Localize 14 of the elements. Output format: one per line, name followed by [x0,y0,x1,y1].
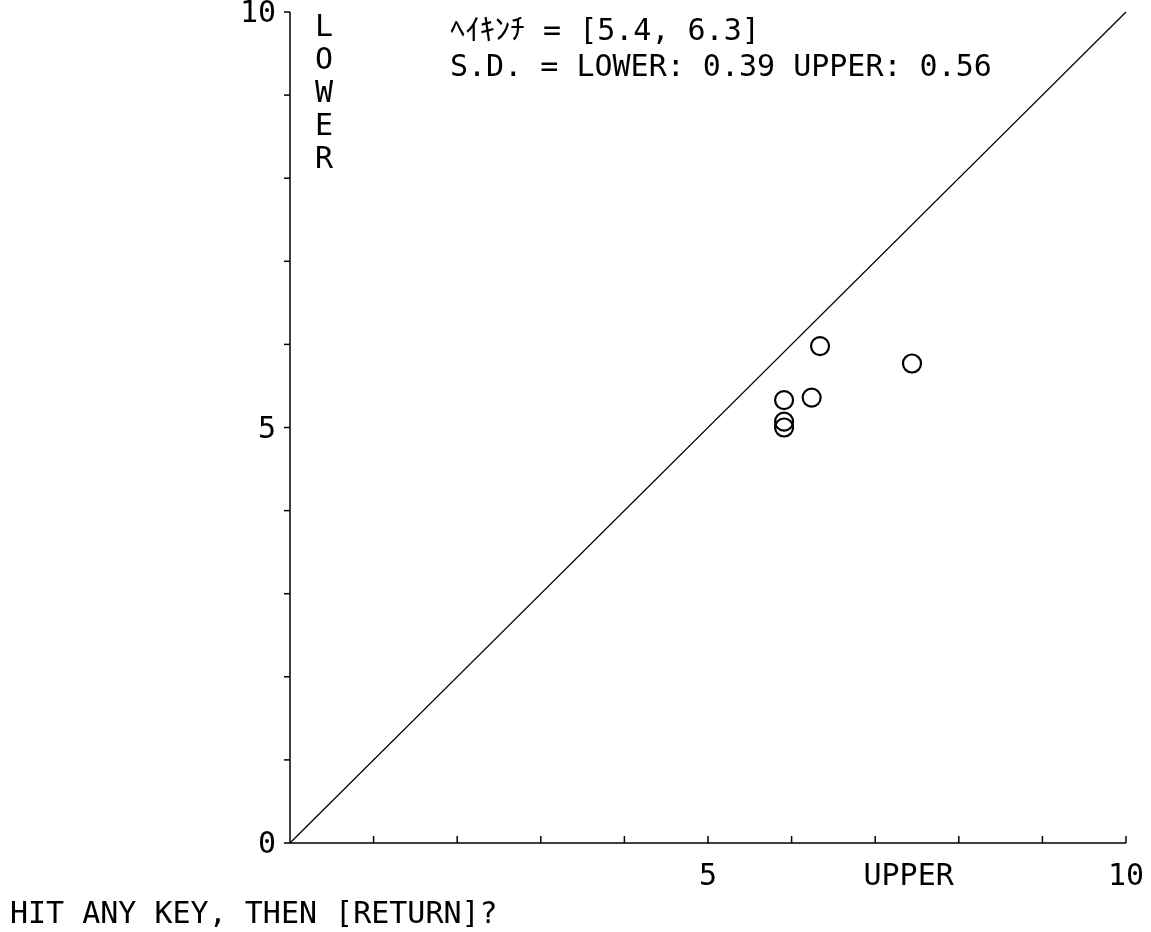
point [809,335,831,357]
point [901,353,923,374]
annotation: S.D. = LOWER: 0.39 UPPER: 0.56 [450,48,992,83]
y-tick-label: 5 [257,409,276,445]
x-axis-title: UPPER [863,857,955,892]
y-axis-title: LOWER [314,8,334,175]
y-tick-label: 10 [239,0,276,29]
point [773,417,795,438]
annotation: ﾍｲｷﾝﾁ = [5.4, 6.3] [450,12,760,47]
point [801,387,822,408]
point [773,411,795,432]
point [773,389,795,411]
text: HIT ANY KEY, THEN [RETURN]? [10,895,498,930]
y-tick-label: 0 [257,825,276,860]
